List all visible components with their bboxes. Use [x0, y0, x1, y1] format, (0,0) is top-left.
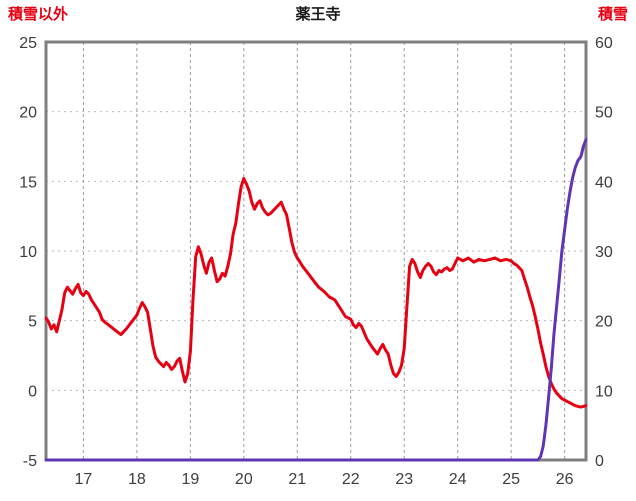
- series-line-0: [45, 177, 587, 409]
- series-lines: [45, 138, 587, 462]
- chart-title: 薬王寺: [295, 6, 341, 23]
- svg-text:20: 20: [19, 105, 37, 122]
- right-axis-title: 積雪: [597, 6, 628, 23]
- svg-text:25: 25: [502, 471, 520, 488]
- svg-text:21: 21: [288, 471, 306, 488]
- x-axis-tick-labels: 17 18 19 20 21 22 23 24 25 26: [75, 471, 574, 488]
- svg-text:17: 17: [75, 471, 93, 488]
- left-axis-tick-labels: -5 0 5 10 15 20 25: [19, 35, 37, 470]
- svg-text:23: 23: [395, 471, 413, 488]
- svg-text:18: 18: [128, 471, 146, 488]
- svg-text:22: 22: [342, 471, 360, 488]
- svg-text:5: 5: [28, 314, 37, 331]
- svg-text:10: 10: [595, 383, 613, 400]
- svg-text:10: 10: [19, 244, 37, 261]
- svg-text:24: 24: [449, 471, 467, 488]
- svg-text:30: 30: [595, 244, 613, 261]
- right-axis-tick-labels: 0 10 20 30 40 50 60: [595, 35, 613, 470]
- svg-text:26: 26: [556, 471, 574, 488]
- svg-text:20: 20: [235, 471, 253, 488]
- svg-text:60: 60: [595, 35, 613, 52]
- svg-text:25: 25: [19, 35, 37, 52]
- svg-text:40: 40: [595, 174, 613, 191]
- svg-text:0: 0: [595, 453, 604, 470]
- svg-text:50: 50: [595, 105, 613, 122]
- left-axis-title: 積雪以外: [8, 6, 69, 23]
- svg-text:15: 15: [19, 174, 37, 191]
- series-line-1: [45, 138, 587, 462]
- horizontal-gridlines: [46, 111, 586, 391]
- vertical-gridlines: [82, 42, 566, 460]
- svg-text:20: 20: [595, 314, 613, 331]
- svg-text:0: 0: [28, 383, 37, 400]
- svg-text:-5: -5: [23, 453, 37, 470]
- svg-text:19: 19: [181, 471, 199, 488]
